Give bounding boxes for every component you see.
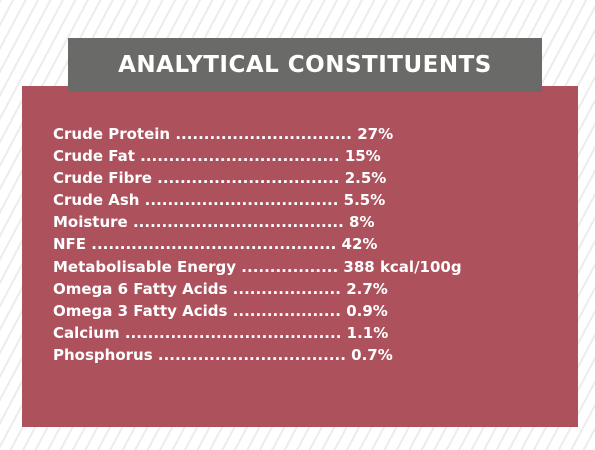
leader-dots: ................................ <box>157 169 340 188</box>
title-bar: ANALYTICAL CONSTITUENTS <box>68 38 542 92</box>
constituent-name: Omega 3 Fatty Acids <box>53 301 228 320</box>
constituents-list: Crude Protein ..........................… <box>53 123 462 366</box>
constituent-name: Moisture <box>53 213 128 232</box>
leader-dots: ................................... <box>140 147 340 166</box>
constituent-name: Omega 6 Fatty Acids <box>53 279 228 298</box>
constituents-panel: Crude Protein ..........................… <box>22 86 578 427</box>
leader-dots: ................................. <box>157 345 346 364</box>
constituent-value: 2.7% <box>346 279 388 298</box>
list-item: NFE ....................................… <box>53 233 462 255</box>
leader-dots: ................... <box>232 279 341 298</box>
constituent-value: 15% <box>344 147 381 166</box>
leader-dots: ............................... <box>175 125 352 143</box>
constituent-value: 0.9% <box>346 301 388 320</box>
constituent-name: Calcium <box>53 323 120 342</box>
constituent-name: Phosphorus <box>53 345 153 364</box>
list-item: Omega 6 Fatty Acids ................... … <box>53 278 462 300</box>
constituent-name: Crude Fat <box>53 147 135 166</box>
constituent-name: NFE <box>53 235 87 254</box>
list-item: Crude Protein ..........................… <box>53 123 462 145</box>
constituent-name: Crude Ash <box>53 191 140 210</box>
constituent-name: Metabolisable Energy <box>53 257 237 276</box>
leader-dots: ...................................... <box>124 323 342 342</box>
leader-dots: .................................. <box>144 191 339 210</box>
list-item: Crude Fibre ............................… <box>53 167 462 189</box>
page-title: ANALYTICAL CONSTITUENTS <box>118 52 492 78</box>
list-item: Phosphorus .............................… <box>53 344 462 366</box>
list-item: Calcium ................................… <box>53 322 462 344</box>
list-item: Moisture ...............................… <box>53 211 462 233</box>
leader-dots: ..................................... <box>132 213 344 232</box>
list-item: Crude Fat ..............................… <box>53 145 462 167</box>
constituent-value: 388 kcal/100g <box>343 257 462 276</box>
list-item: Crude Ash ..............................… <box>53 189 462 211</box>
constituent-value: 42% <box>341 235 378 254</box>
list-item: Omega 3 Fatty Acids ................... … <box>53 300 462 322</box>
constituent-name: Crude Protein <box>53 125 171 143</box>
constituent-value: 8% <box>349 213 375 232</box>
constituent-value: 1.1% <box>346 323 389 342</box>
leader-dots: ................... <box>232 301 341 320</box>
constituent-value: 27% <box>357 125 394 143</box>
constituent-name: Crude Fibre <box>53 169 152 188</box>
leader-dots: ................. <box>241 257 339 276</box>
constituent-value: 0.7% <box>351 345 393 364</box>
constituent-value: 2.5% <box>344 169 387 188</box>
leader-dots: ........................................… <box>91 235 337 254</box>
constituent-value: 5.5% <box>343 191 386 210</box>
list-item: Metabolisable Energy ................. 3… <box>53 256 462 278</box>
